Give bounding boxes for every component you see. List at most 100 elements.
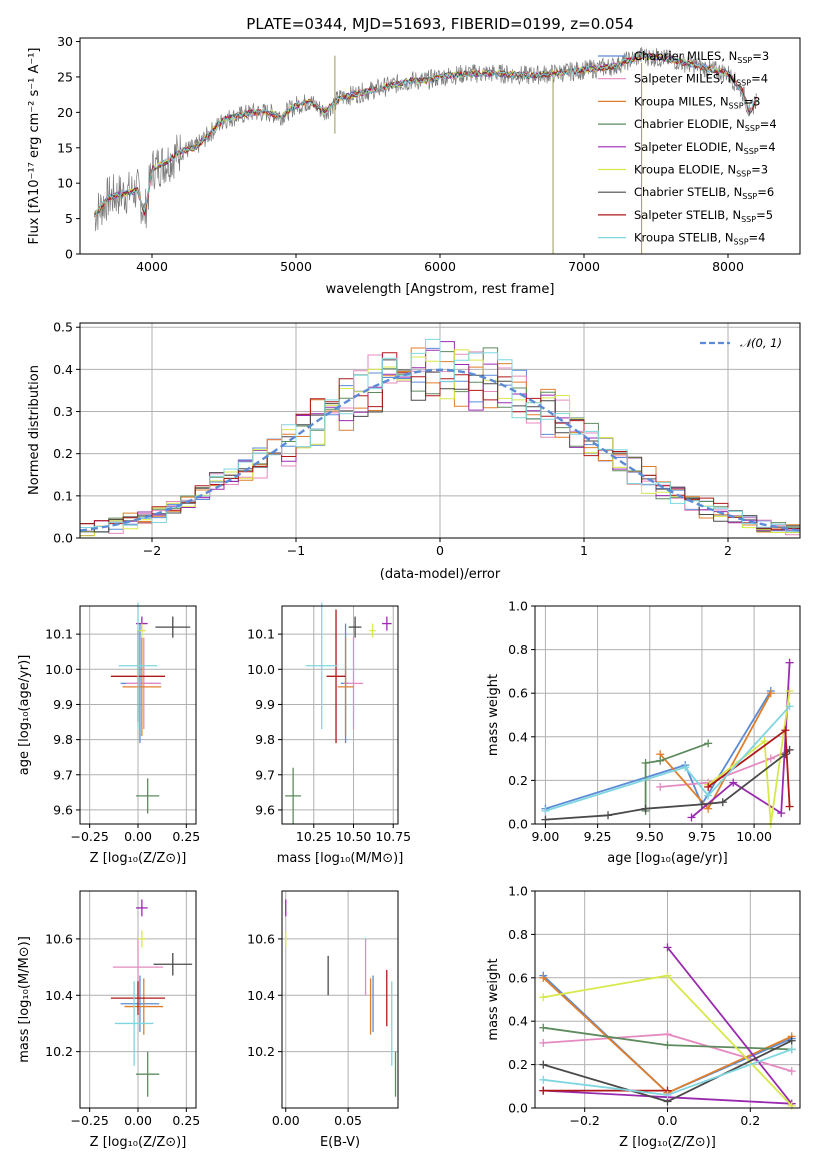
y-tick-label: 0.2 [53, 446, 73, 461]
y-tick-label: 0.3 [53, 404, 73, 419]
x-tick-label: 0.05 [334, 1113, 362, 1128]
y-tick-label: 9.8 [255, 732, 275, 747]
y-tick-label: 0.4 [53, 362, 73, 377]
mass_vs_ebv-x-label: E(B-V) [320, 1135, 360, 1150]
age_vs_mass-x-label: mass [log₁₀(M/M⊙)] [277, 851, 404, 866]
x-tick-label: −0.25 [71, 829, 109, 844]
gaussian-reference-line [79, 368, 801, 532]
y-tick-label: 9.7 [53, 767, 73, 782]
age_vs_Z-panel: −0.25 0.00 0.25 9.6 9.7 9.8 9.9 10.0 10.1 Z [log₁… [17, 602, 200, 866]
x-tick-label: 10.25 [296, 829, 332, 844]
y-tick-label: 9.7 [255, 767, 275, 782]
x-tick-label: 9.50 [636, 829, 664, 844]
spectrum-x-ticks: 4000 5000 6000 7000 8000 [136, 254, 744, 274]
age_vs_mass-frame [281, 605, 399, 825]
y-tick-label: 9.9 [255, 697, 275, 712]
y-tick-label: 25 [57, 69, 73, 84]
y-tick-label: 9.6 [53, 802, 73, 817]
weight_vs_Z-panel: −0.2 0.0 0.2 0.0 0.2 0.4 0.6 0.8 1.0 Z [log₁₀(Z/Z… [486, 884, 801, 1150]
y-tick-label: 10.2 [247, 1044, 275, 1059]
x-tick-label: 10.00 [736, 829, 772, 844]
spectrum-legend: Chabrier MILES, NSSP=3 Salpeter MILES, NS… [598, 49, 777, 247]
x-tick-label: 0.00 [124, 829, 152, 844]
observed-spectrum-line [94, 47, 758, 232]
x-tick-label: 0.25 [172, 829, 200, 844]
legend-label: Chabrier STELIB, NSSP=6 [634, 185, 774, 201]
legend-label: Chabrier MILES, NSSP=3 [634, 49, 769, 65]
y-tick-label: 10.6 [45, 931, 73, 946]
residuals-legend: 𝒩(0, 1) [700, 336, 782, 350]
weight_vs_age-panel: 9.00 9.25 9.50 9.75 10.00 0.0 0.2 0.4 0.6 0.8 1.0 a… [486, 599, 801, 866]
residuals-panel: −2 −1 0 1 2 0.0 0.1 0.2 0.3 0.4 0.5 (data-model)/… [27, 320, 801, 582]
x-tick-label: 0.25 [172, 1113, 200, 1128]
x-tick-label: 0.0 [658, 1113, 678, 1128]
y-tick-label: 0.0 [508, 1101, 528, 1116]
x-tick-label: −0.2 [570, 1113, 600, 1128]
x-tick-label: 10.75 [375, 829, 411, 844]
legend-label: Chabrier ELODIE, NSSP=4 [634, 117, 777, 133]
x-tick-label: 5000 [280, 259, 312, 274]
weight_vs_Z-x-label: Z [log₁₀(Z/Z⊙)] [619, 1135, 716, 1150]
legend-label: Salpeter ELODIE, NSSP=4 [634, 140, 776, 156]
spectrum-y-ticks: 0 5 10 15 20 25 30 [57, 34, 80, 262]
y-tick-label: 9.9 [53, 697, 73, 712]
y-tick-label: 9.6 [255, 802, 275, 817]
y-tick-label: 1.0 [508, 884, 528, 899]
y-tick-label: 0.5 [53, 320, 73, 335]
mass_vs_Z-x-label: Z [log₁₀(Z/Z⊙)] [90, 1135, 187, 1150]
x-tick-label: 4000 [136, 259, 168, 274]
x-tick-label: 1 [580, 543, 588, 558]
residuals-y-label: Normed distribution [27, 365, 42, 495]
y-tick-label: 0.0 [508, 817, 528, 832]
y-tick-label: 0.2 [508, 1057, 528, 1072]
y-tick-label: 0.8 [508, 642, 528, 657]
y-tick-label: 0.4 [508, 729, 528, 744]
legend-label: Kroupa MILES, NSSP=3 [634, 94, 760, 110]
y-tick-label: 0.4 [508, 1014, 528, 1029]
x-tick-label: 0 [436, 543, 444, 558]
x-tick-label: −1 [287, 543, 305, 558]
y-tick-label: 0.0 [53, 531, 73, 546]
model-spectrum-line [94, 52, 757, 217]
x-tick-label: 10.50 [336, 829, 372, 844]
y-tick-label: 10.0 [247, 662, 275, 677]
mass_vs_ebv-frame [281, 890, 399, 1109]
weight_vs_age-frame [534, 605, 801, 825]
age_vs_Z-y-label: age [log₁₀(age/yr)] [17, 655, 32, 776]
weight-series-line [707, 728, 791, 807]
y-tick-label: 5 [65, 211, 73, 226]
y-tick-label: 9.8 [53, 732, 73, 747]
x-tick-label: 0.00 [272, 1113, 300, 1128]
residuals-x-label: (data-model)/error [380, 567, 501, 582]
y-tick-label: 20 [57, 105, 73, 120]
spectrum-panel: PLATE=0344, MJD=51693, FIBERID=0199, z=0… [27, 15, 801, 297]
weight_vs_age-x-label: age [log₁₀(age/yr)] [607, 851, 728, 866]
x-tick-label: −0.25 [71, 1113, 109, 1128]
spectrum-plot-area [93, 47, 758, 254]
y-tick-label: 0.2 [508, 773, 528, 788]
y-tick-label: 10.1 [247, 627, 275, 642]
mass_vs_Z-panel: −0.25 0.00 0.25 10.2 10.4 10.6 Z [log₁₀(Z/Z⊙)]… [17, 890, 200, 1150]
mass_vs_ebv-panel: 0.00 0.05 10.2 10.4 10.6 E(B-V) [247, 890, 399, 1150]
x-tick-label: 2 [724, 543, 732, 558]
weight-series-line [543, 946, 794, 1105]
y-tick-label: 10.1 [45, 627, 73, 642]
legend-label: Salpeter MILES, NSSP=4 [634, 72, 768, 88]
x-tick-label: 9.25 [584, 829, 612, 844]
legend-label: Kroupa STELIB, NSSP=4 [634, 231, 765, 247]
y-tick-label: 1.0 [508, 599, 528, 614]
legend-label: Salpeter STELIB, NSSP=5 [634, 208, 773, 224]
y-tick-label: 10.0 [45, 662, 73, 677]
residuals-x-ticks: −2 −1 0 1 2 [143, 538, 732, 558]
residuals-plot-area [79, 338, 801, 537]
y-tick-label: 30 [57, 34, 73, 49]
age_vs_mass-panel: 10.25 10.50 10.75 9.6 9.7 9.8 9.9 10.0 10.1 mass … [247, 602, 411, 866]
y-tick-label: 0 [65, 247, 73, 262]
mass_vs_Z-y-label: mass [log₁₀(M/M⊙)] [17, 936, 32, 1063]
x-tick-label: 8000 [712, 259, 744, 274]
y-tick-label: 10.4 [45, 988, 73, 1003]
spectrum-title: PLATE=0344, MJD=51693, FIBERID=0199, z=0… [246, 15, 633, 33]
y-tick-label: 10 [57, 176, 73, 191]
y-tick-label: 10.4 [247, 988, 275, 1003]
